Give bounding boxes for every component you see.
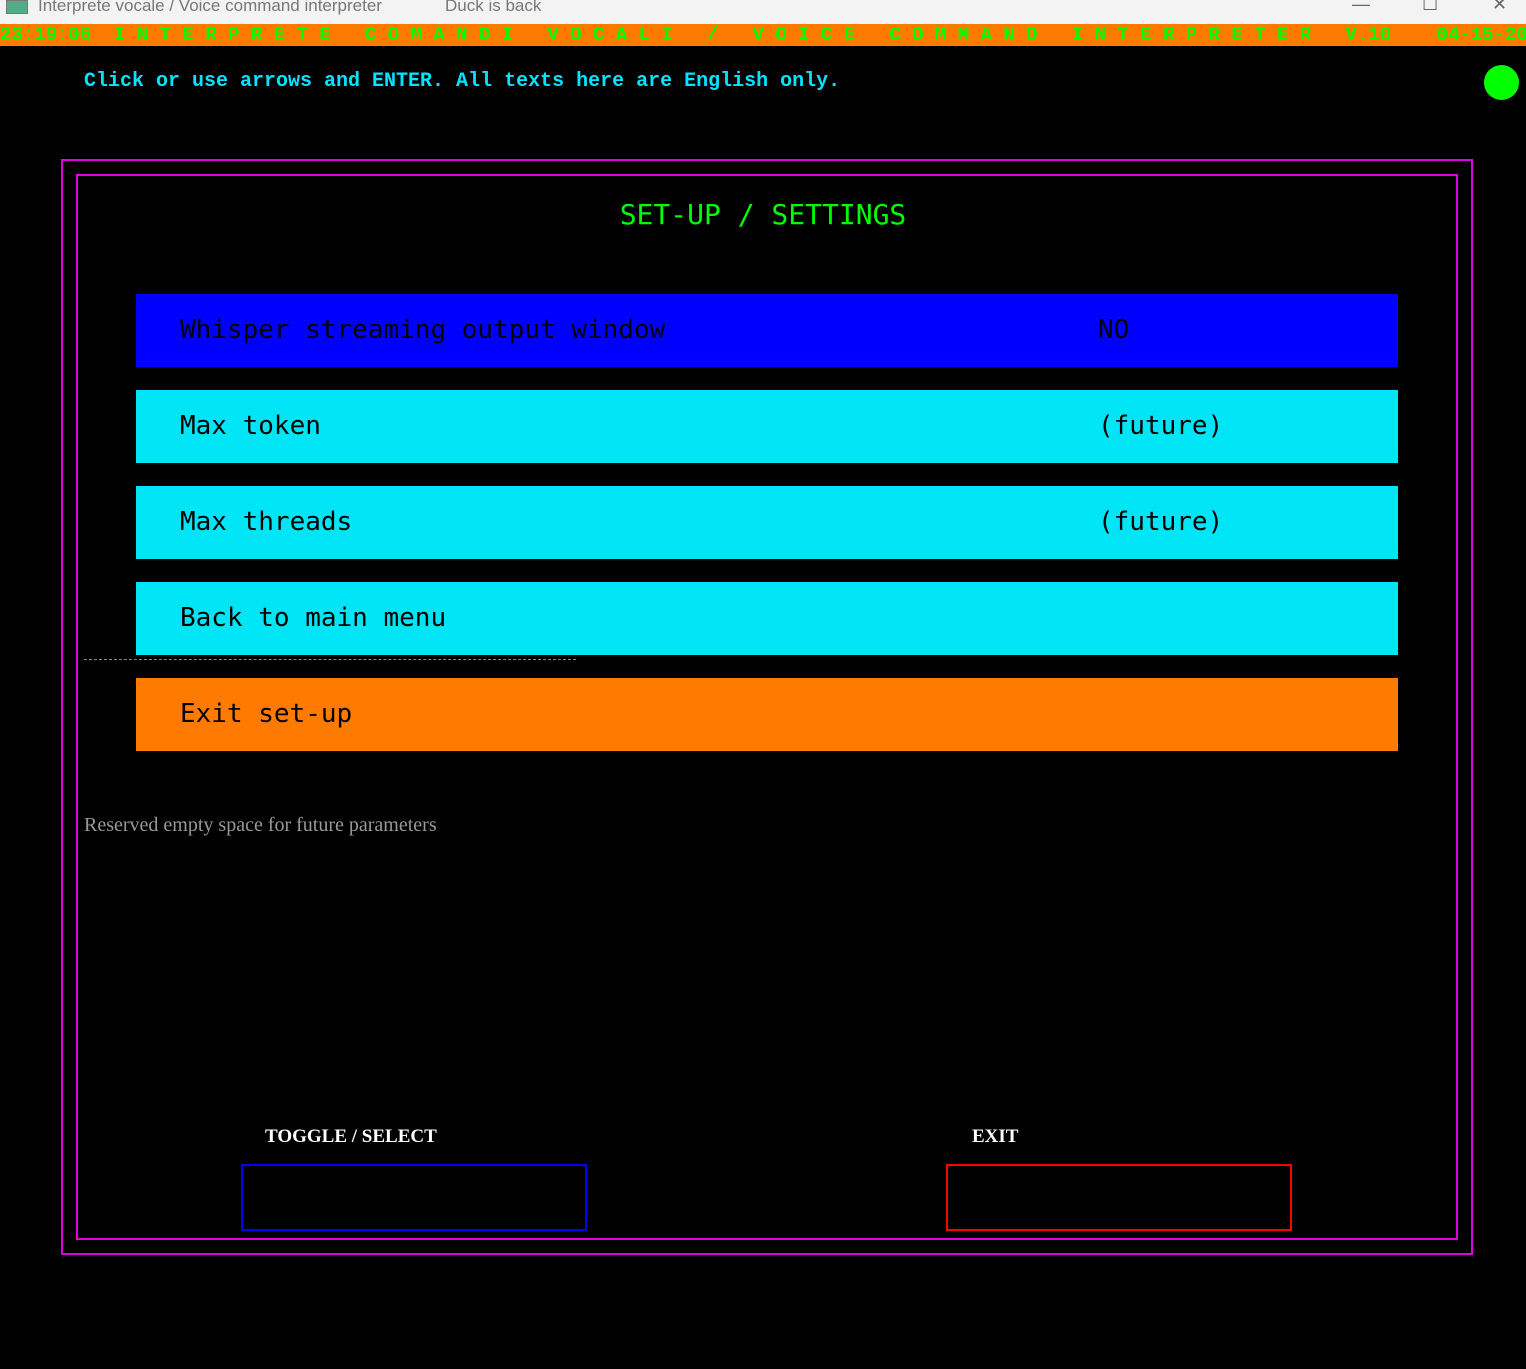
window-titlebar: Interprete vocale / Voice command interp…	[0, 0, 1526, 24]
menu-item-value: (future)	[1098, 411, 1224, 441]
app-icon	[6, 0, 28, 14]
menu-item-label: Whisper streaming output window	[180, 315, 666, 345]
window-subtitle: Duck is back	[445, 0, 542, 15]
close-icon[interactable]: ✕	[1492, 0, 1508, 14]
menu-item-label: Back to main menu	[180, 603, 447, 633]
menu-item-label: Exit set-up	[180, 699, 353, 729]
menu-item-label: Max threads	[180, 507, 353, 537]
menu-item-back[interactable]: Back to main menu	[136, 582, 1398, 655]
status-bar: 23:19:06 I N T E R P R E T E C O M A N D…	[0, 24, 1526, 46]
menu-item-whisper-window[interactable]: Whisper streaming output window NO	[136, 294, 1398, 367]
exit-label: EXIT	[972, 1126, 1019, 1147]
menu-item-max-threads[interactable]: Max threads (future)	[136, 486, 1398, 559]
hint-text: Click or use arrows and ENTER. All texts…	[84, 70, 841, 93]
page-title: SET-UP / SETTINGS	[619, 198, 907, 231]
status-indicator-icon	[1484, 65, 1519, 100]
window-title: Interprete vocale / Voice command interp…	[38, 0, 382, 15]
toggle-label: TOGGLE / SELECT	[265, 1126, 437, 1147]
exit-button[interactable]	[946, 1164, 1292, 1231]
maximize-icon[interactable]: ☐	[1422, 0, 1439, 14]
outer-frame	[61, 159, 1473, 1255]
menu-item-value: NO	[1098, 315, 1130, 345]
reserved-space-text: Reserved empty space for future paramete…	[84, 814, 437, 836]
inner-frame	[76, 174, 1458, 1240]
menu-item-value: (future)	[1098, 507, 1224, 537]
toggle-select-button[interactable]	[241, 1164, 587, 1231]
menu-item-exit-setup[interactable]: Exit set-up	[136, 678, 1398, 751]
menu-item-max-token[interactable]: Max token (future)	[136, 390, 1398, 463]
menu-item-label: Max token	[180, 411, 321, 441]
divider	[84, 650, 576, 660]
minimize-icon[interactable]: —	[1352, 0, 1370, 14]
